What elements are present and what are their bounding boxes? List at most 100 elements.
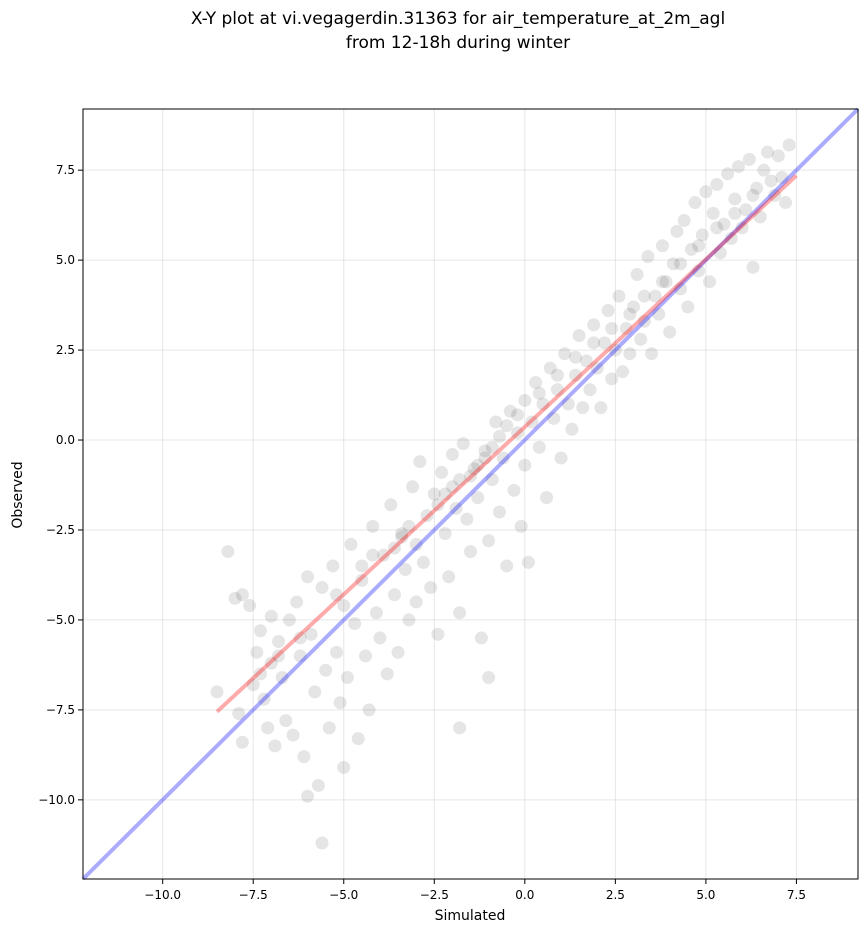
data-point bbox=[753, 210, 767, 224]
data-point bbox=[579, 354, 593, 368]
data-point bbox=[735, 221, 749, 235]
data-point bbox=[366, 548, 380, 562]
regression-line bbox=[215, 174, 798, 714]
data-point bbox=[612, 289, 626, 303]
grid bbox=[83, 109, 858, 879]
data-point bbox=[464, 469, 477, 483]
data-point bbox=[605, 321, 619, 335]
data-point bbox=[768, 188, 782, 202]
data-point bbox=[721, 167, 735, 181]
data-point bbox=[355, 573, 369, 587]
data-point bbox=[623, 347, 637, 361]
data-point bbox=[511, 426, 525, 440]
data-point bbox=[333, 696, 347, 710]
data-point bbox=[594, 401, 608, 415]
data-point bbox=[358, 649, 372, 663]
data-point bbox=[301, 789, 315, 803]
data-point bbox=[482, 534, 496, 548]
data-point bbox=[246, 678, 260, 692]
data-point bbox=[775, 170, 789, 184]
data-point bbox=[536, 397, 550, 411]
data-point bbox=[257, 692, 271, 706]
data-point bbox=[518, 393, 532, 407]
data-point bbox=[409, 537, 423, 551]
data-point bbox=[561, 397, 575, 411]
data-point bbox=[264, 609, 278, 623]
data-point bbox=[764, 174, 778, 188]
data-point bbox=[550, 383, 564, 397]
data-point bbox=[315, 836, 329, 850]
data-point bbox=[590, 361, 604, 375]
data-point bbox=[402, 519, 416, 533]
data-point bbox=[601, 303, 615, 317]
data-point bbox=[750, 181, 764, 195]
data-point bbox=[326, 559, 340, 573]
data-point bbox=[742, 152, 756, 166]
data-point bbox=[616, 365, 630, 379]
data-point bbox=[409, 595, 423, 609]
data-point bbox=[337, 599, 351, 613]
data-point bbox=[250, 645, 264, 659]
data-point bbox=[532, 440, 546, 454]
x-tick-label: 2.5 bbox=[606, 888, 625, 902]
data-point bbox=[340, 671, 354, 685]
data-point bbox=[453, 473, 467, 487]
data-point bbox=[731, 160, 745, 174]
data-point bbox=[384, 498, 398, 512]
data-point bbox=[550, 368, 564, 382]
data-point bbox=[337, 760, 351, 774]
data-point bbox=[699, 185, 713, 199]
data-point bbox=[387, 541, 401, 555]
data-point bbox=[373, 631, 387, 645]
data-point bbox=[511, 408, 525, 422]
data-point bbox=[637, 314, 651, 328]
data-point bbox=[369, 606, 383, 620]
data-point bbox=[445, 480, 459, 494]
data-point bbox=[253, 667, 267, 681]
data-point bbox=[637, 289, 651, 303]
chart-title-line-1: X-Y plot at vi.vegagerdin.31363 for air_… bbox=[191, 9, 725, 29]
data-point bbox=[728, 206, 742, 220]
data-point bbox=[489, 415, 503, 429]
x-tick-label: 7.5 bbox=[787, 888, 806, 902]
data-point bbox=[655, 275, 669, 289]
identity-line bbox=[81, 107, 860, 881]
y-tick-label: −2.5 bbox=[46, 523, 75, 537]
data-point bbox=[308, 685, 322, 699]
data-point bbox=[569, 368, 583, 382]
y-tick-label: −7.5 bbox=[46, 703, 75, 717]
data-point bbox=[623, 307, 637, 321]
data-point bbox=[670, 224, 684, 238]
data-point bbox=[496, 451, 510, 465]
data-point bbox=[243, 599, 257, 613]
data-point bbox=[717, 217, 731, 231]
data-point bbox=[413, 455, 427, 469]
data-point bbox=[703, 275, 717, 289]
plot-area bbox=[82, 108, 859, 880]
y-tick-label: 0.0 bbox=[56, 433, 75, 447]
data-point bbox=[757, 163, 771, 177]
data-point bbox=[500, 559, 514, 573]
data-point bbox=[235, 588, 249, 602]
data-point bbox=[435, 465, 449, 479]
data-point bbox=[619, 321, 633, 335]
data-point bbox=[692, 239, 706, 253]
data-point bbox=[485, 473, 499, 487]
y-tick-label: 5.0 bbox=[56, 253, 75, 267]
data-point bbox=[453, 606, 467, 620]
data-point bbox=[362, 703, 376, 717]
data-point bbox=[348, 617, 362, 631]
data-point bbox=[597, 336, 611, 350]
data-point bbox=[322, 721, 336, 735]
data-point bbox=[210, 685, 224, 699]
data-point bbox=[525, 415, 539, 429]
data-point bbox=[626, 300, 640, 314]
y-axis-label: Observed bbox=[10, 461, 26, 528]
data-point bbox=[500, 419, 514, 433]
data-point bbox=[464, 545, 477, 559]
y-tick-label: −5.0 bbox=[46, 613, 75, 627]
data-point bbox=[478, 451, 492, 465]
x-tick-label: 5.0 bbox=[696, 888, 715, 902]
data-point bbox=[467, 462, 481, 476]
data-point bbox=[713, 246, 727, 260]
